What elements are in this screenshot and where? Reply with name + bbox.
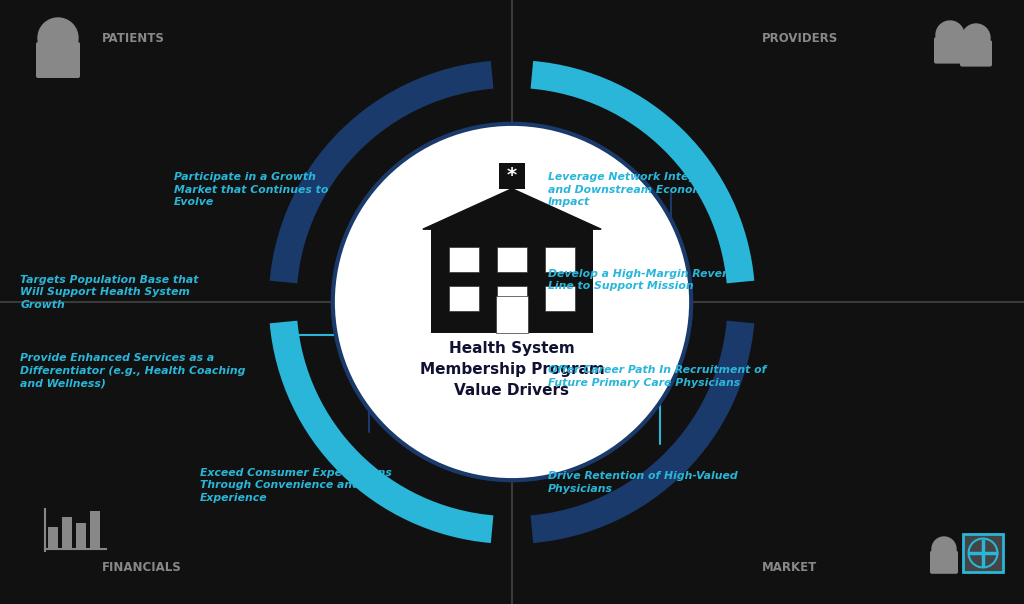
Text: Exceed Consumer Expectations
Through Convenience and
Experience: Exceed Consumer Expectations Through Con… [200, 468, 391, 503]
Bar [496, 297, 528, 333]
Bar [545, 286, 575, 312]
Bar [76, 523, 86, 549]
Text: Offer Career Path In Recruitment of
Future Primary Care Physicians: Offer Career Path In Recruitment of Futu… [548, 365, 766, 388]
Bar [497, 286, 527, 312]
Bar [963, 534, 1002, 572]
Bar [48, 527, 58, 549]
Bar [431, 229, 593, 333]
Circle shape [38, 18, 78, 58]
Circle shape [936, 21, 964, 49]
Bar [449, 286, 479, 312]
Bar [497, 246, 527, 272]
Text: Drive Retention of High-Valued
Physicians: Drive Retention of High-Valued Physician… [548, 471, 737, 493]
Text: Develop a High-Margin Revenue
Line to Support Mission: Develop a High-Margin Revenue Line to Su… [548, 269, 744, 291]
Bar [90, 511, 100, 549]
FancyBboxPatch shape [961, 40, 992, 66]
Circle shape [932, 537, 956, 561]
Text: PATIENTS: PATIENTS [102, 32, 165, 45]
Text: MARKET: MARKET [762, 561, 817, 574]
Text: Participate in a Growth
Market that Continues to
Evolve: Participate in a Growth Market that Cont… [174, 172, 329, 207]
Bar [62, 517, 72, 549]
Text: Provide Enhanced Services as a
Differentiator (e.g., Health Coaching
and Wellnes: Provide Enhanced Services as a Different… [20, 353, 246, 388]
Text: Health System
Membership Program
Value Drivers: Health System Membership Program Value D… [420, 341, 604, 398]
Text: Leverage Network Integrity
and Downstream Economic
Impact: Leverage Network Integrity and Downstrea… [548, 172, 718, 207]
Bar [545, 246, 575, 272]
Bar [500, 163, 524, 188]
Circle shape [962, 24, 990, 52]
Text: Targets Population Base that
Will Support Health System
Growth: Targets Population Base that Will Suppor… [20, 275, 199, 310]
Bar [449, 246, 479, 272]
Polygon shape [423, 188, 601, 229]
FancyBboxPatch shape [36, 42, 80, 78]
Text: PROVIDERS: PROVIDERS [762, 32, 839, 45]
FancyBboxPatch shape [930, 551, 958, 574]
Text: *: * [507, 167, 517, 185]
Ellipse shape [333, 124, 691, 480]
Text: FINANCIALS: FINANCIALS [102, 561, 181, 574]
FancyBboxPatch shape [934, 37, 966, 63]
